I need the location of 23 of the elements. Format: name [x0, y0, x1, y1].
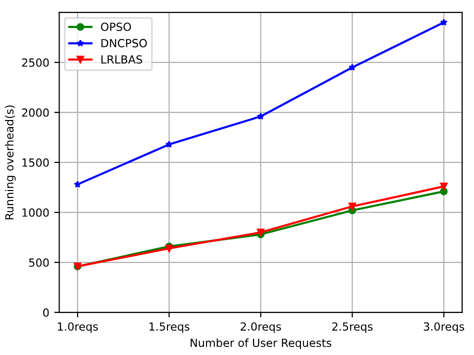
y-tick-label: 2500 — [22, 58, 49, 67]
y-tick-label: 500 — [29, 258, 49, 267]
y-axis-title: Running overhead(s) — [4, 105, 16, 220]
x-tick-label: 2.5reqs — [332, 322, 373, 333]
y-tick-label: 1500 — [22, 158, 49, 167]
point — [165, 140, 173, 148]
point — [74, 180, 82, 188]
y-tick-label: 0 — [43, 308, 49, 317]
x-axis-title: Number of User Requests — [190, 338, 332, 350]
point — [348, 64, 356, 71]
point — [348, 202, 356, 210]
legend-label: DNCPSO — [101, 38, 147, 48]
legend-label: OPSO — [100, 22, 131, 32]
y-tick-label: 2000 — [22, 108, 49, 117]
legend-label: LRLBAS — [101, 55, 142, 64]
point — [257, 112, 264, 120]
x-tick-label: 3.0reqs — [424, 322, 464, 333]
x-tick-label: 1.5reqs — [150, 322, 190, 333]
point — [440, 182, 448, 190]
x-tick-label: 1.0reqs — [58, 322, 98, 333]
x-tick-label: 2.0reqs — [240, 322, 281, 333]
y-tick-label: 1000 — [22, 208, 49, 217]
point — [440, 18, 448, 26]
